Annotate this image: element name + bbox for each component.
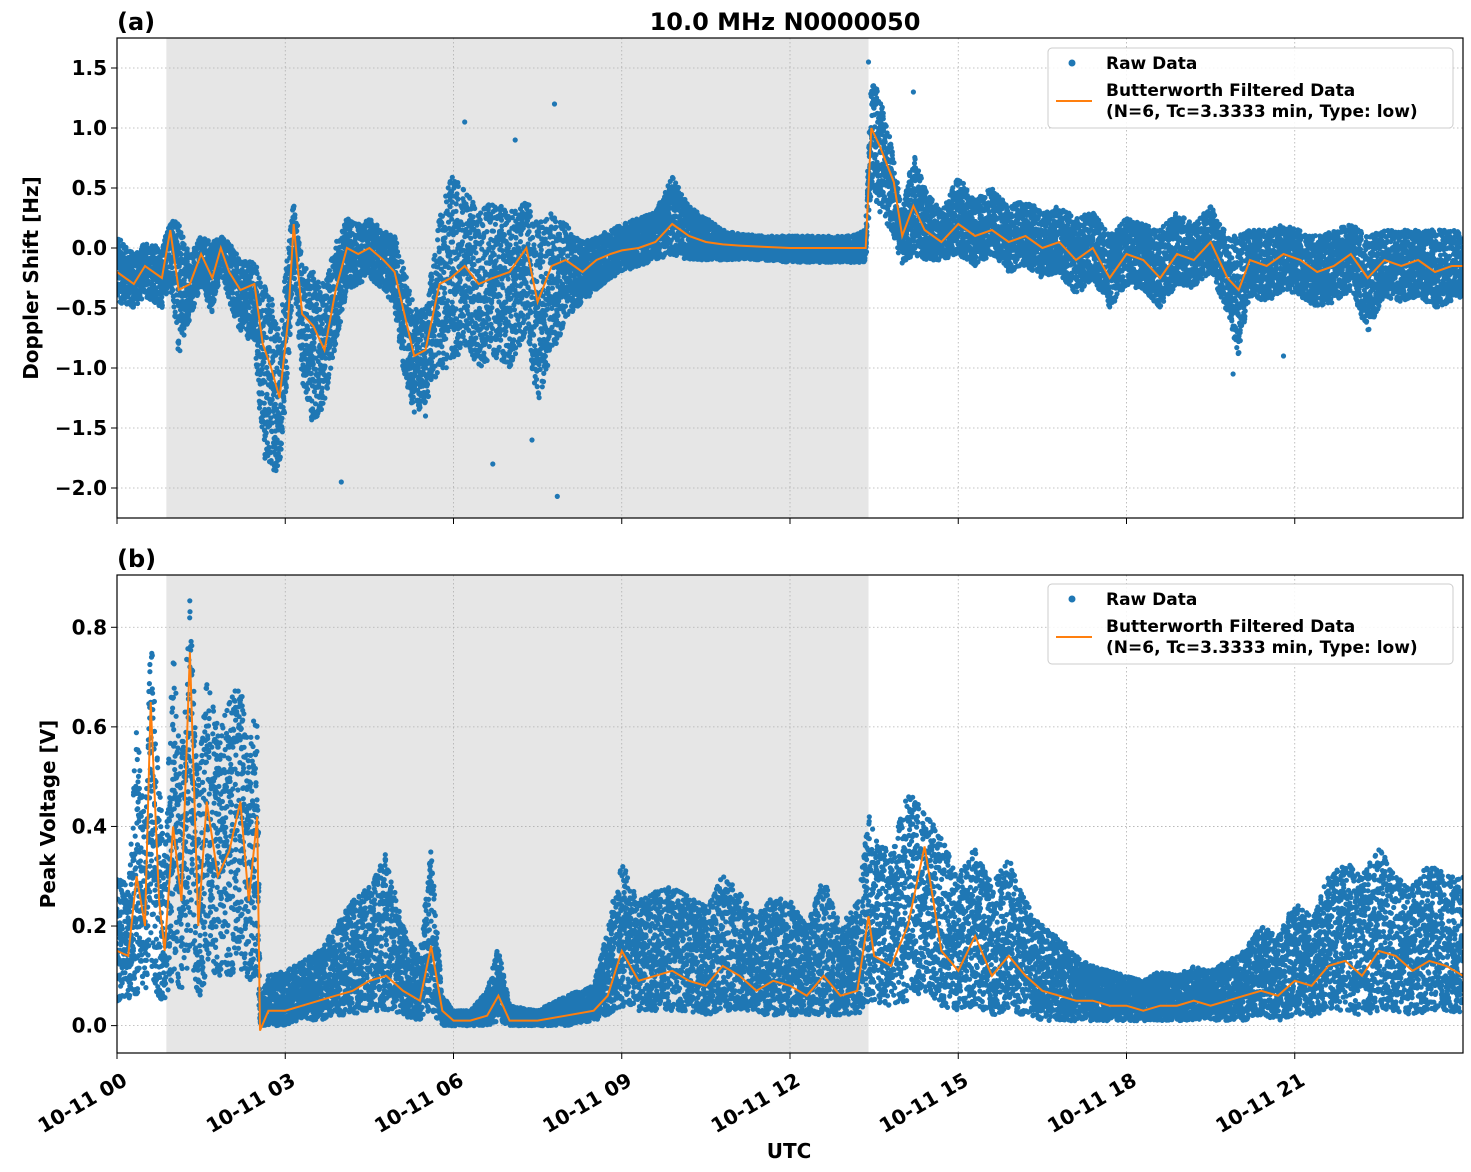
x-tick-label: 10-11 09 (538, 1068, 636, 1138)
x-tick-label: 10-11 03 (202, 1068, 300, 1138)
y-tick-label: 0.2 (72, 914, 107, 938)
legend-raw-label: Raw Data (1106, 54, 1197, 74)
panel-a: (a) 1.5 1.0 0.5 0.0 −0.5 −1.0 −1.5 −2.0 Doppler… (19, 8, 1466, 524)
panel-b-y-axis: 0.8 0.6 0.4 0.2 0.0 (72, 615, 117, 1037)
y-tick-label: 0.0 (72, 236, 107, 260)
legend-filtered-label-2: (N=6, Tc=3.3333 min, Type: low) (1106, 102, 1418, 122)
legend-filtered-label-1: Butterworth Filtered Data (1106, 617, 1355, 637)
y-tick-label: 0.5 (72, 176, 107, 200)
y-tick-label: −1.5 (55, 416, 107, 440)
panel-a-label: (a) (117, 8, 155, 36)
y-tick-label: 0.8 (72, 615, 107, 639)
legend-filtered-label-1: Butterworth Filtered Data (1106, 81, 1355, 101)
y-tick-label: −0.5 (55, 296, 107, 320)
panel-a-legend: Raw Data Butterworth Filtered Data (N=6,… (1048, 48, 1453, 128)
x-axis-label: UTC (767, 1139, 812, 1163)
panel-a-y-axis: 1.5 1.0 0.5 0.0 −0.5 −1.0 −1.5 −2.0 (55, 56, 117, 500)
legend-filtered-label-2: (N=6, Tc=3.3333 min, Type: low) (1106, 638, 1418, 658)
panel-b: (b) 0.80.60.40.20.0 10-11 00 10-11 03 10-1… (34, 545, 1466, 1138)
y-tick-label: 0.4 (72, 814, 107, 838)
x-tick-label: 10-11 15 (875, 1068, 973, 1138)
y-tick-label: 0.0 (72, 1014, 107, 1038)
panel-a-ylabel: Doppler Shift [Hz] (19, 176, 43, 380)
panel-a-x-axis (117, 518, 1295, 524)
x-tick-label: 10-11 18 (1043, 1068, 1141, 1138)
x-tick-label: 10-11 00 (34, 1068, 132, 1138)
panel-b-ylabel: Peak Voltage [V] (36, 720, 60, 909)
panel-b-x-axis: 10-11 00 10-11 03 10-11 06 10-11 09 10-11 12… (34, 1053, 1309, 1138)
legend-raw-marker (1069, 60, 1076, 67)
panel-b-label: (b) (117, 545, 156, 573)
legend-raw-marker (1069, 596, 1076, 603)
y-tick-label: −2.0 (55, 476, 107, 500)
y-tick-label: −1.0 (55, 356, 107, 380)
y-tick-label: 0.6 (72, 715, 107, 739)
figure-title: 10.0 MHz N0000050 (650, 8, 921, 36)
y-tick-label: 1.0 (72, 116, 107, 140)
y-tick-label: 1.5 (72, 56, 107, 80)
x-tick-label: 10-11 06 (370, 1068, 468, 1138)
x-tick-label: 10-11 21 (1211, 1068, 1309, 1138)
x-tick-label: 10-11 12 (707, 1068, 805, 1138)
legend-raw-label: Raw Data (1106, 590, 1197, 610)
panel-b-legend: Raw Data Butterworth Filtered Data (N=6,… (1048, 584, 1453, 664)
